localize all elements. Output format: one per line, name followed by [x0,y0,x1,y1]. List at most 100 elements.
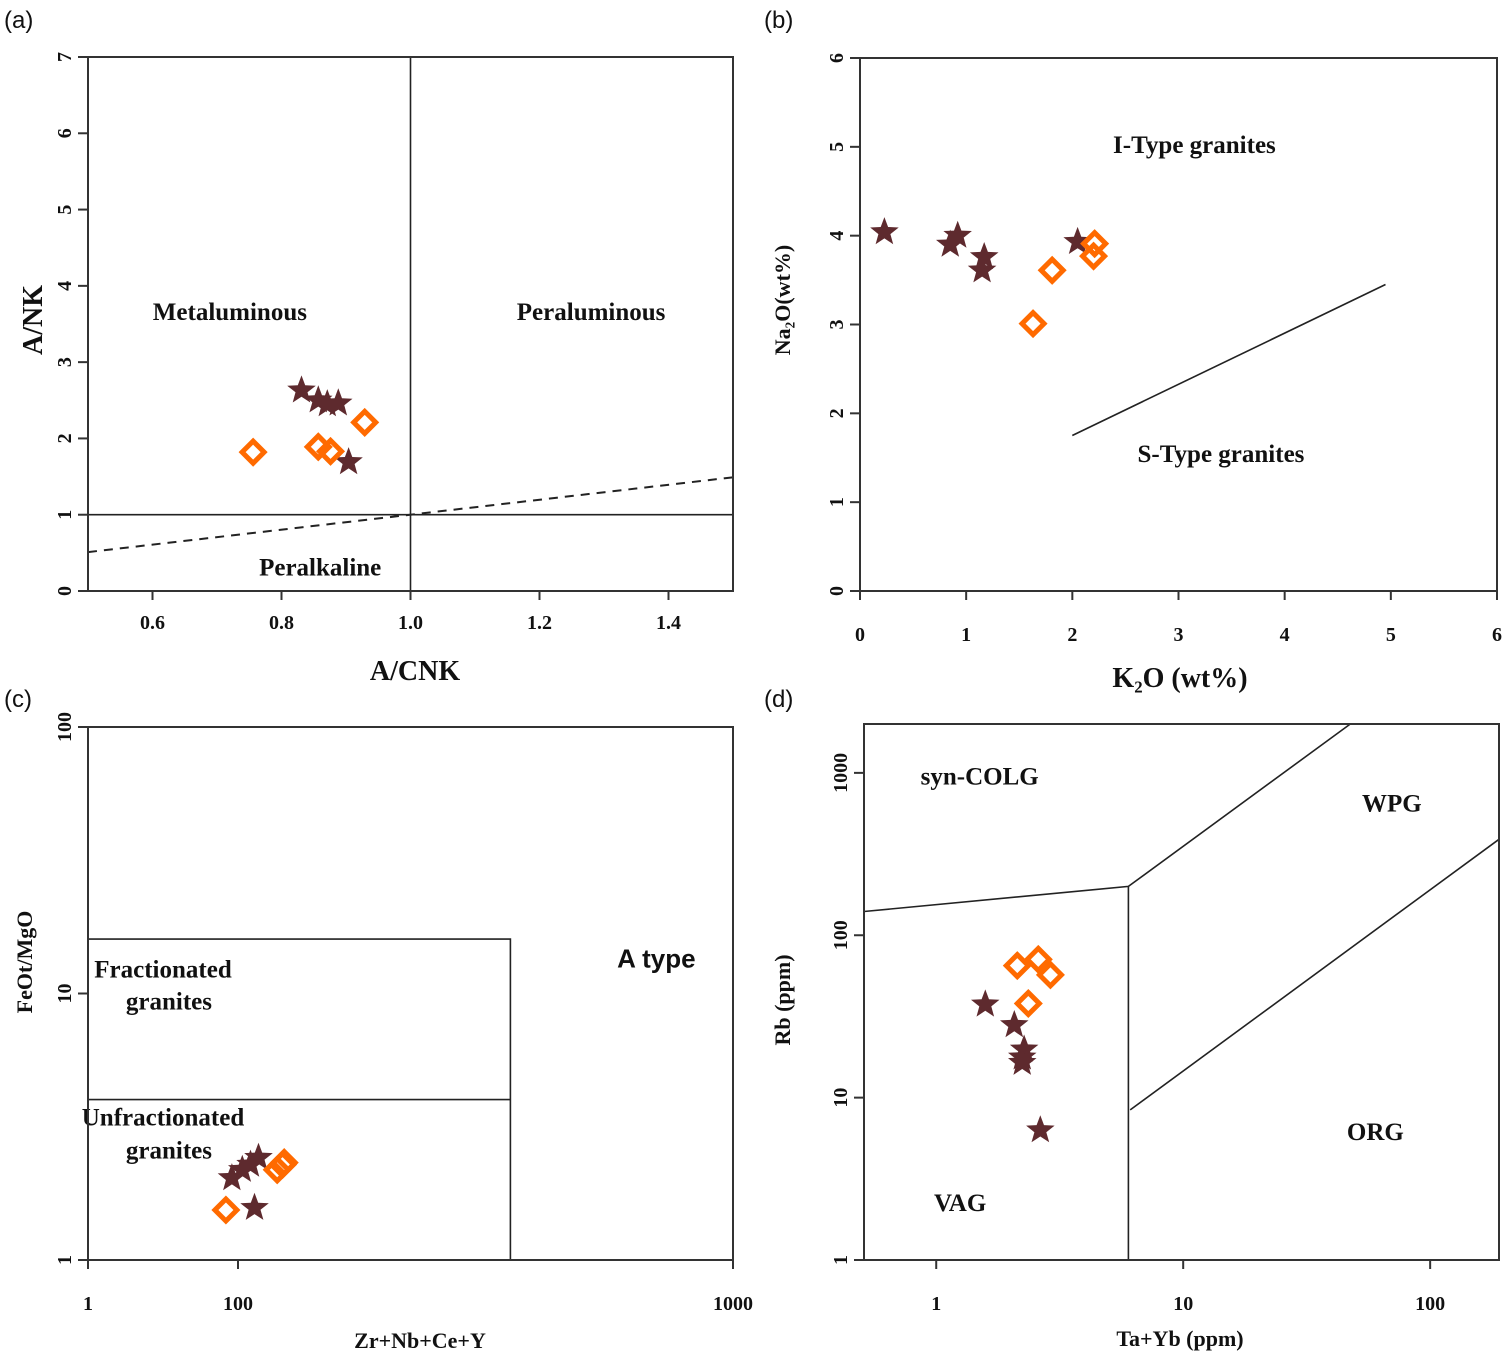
x-tick-label: 0 [855,624,865,646]
boundary-lines [1071,283,1386,437]
panel-c: (c) Fractionated granites Unfractionated gr… [4,686,753,1353]
region-label: Peraluminous [517,299,666,326]
y-tick-label: 2 [54,433,76,443]
boundary-lines [863,723,1500,1260]
x-tick-label: 3 [1174,624,1184,646]
x-axis-label: A/CNK [370,656,460,687]
y-tick-label: 6 [54,128,76,138]
panel-label: (a) [4,7,33,34]
panel-label: (c) [4,686,32,713]
star-marker [971,989,1000,1017]
star-marker [1026,1115,1055,1143]
diamond-marker [1002,951,1032,981]
panel-b: (b) I-Type granites S-Type granites 0 1 2 3 4… [764,7,1502,694]
region-labels: syn-COLG WPG VAG ORG [921,763,1422,1217]
region-label: ORG [1347,1119,1404,1146]
star-marker [1008,1047,1037,1075]
region-label: granites [126,1138,212,1165]
star-marker [1000,1010,1029,1038]
region-label: Fractionated [94,956,232,983]
x-tick-label: 1.4 [656,612,681,634]
x-tick-label: 2 [1067,624,1077,646]
data-marks [238,375,380,475]
data-marks [971,944,1065,1143]
diamond-marker [211,1195,241,1225]
star-marker [1063,226,1092,254]
x-tick-label: 0.8 [269,612,294,634]
x-tick-label: 1.0 [398,612,423,634]
y-tick-label: 5 [826,142,848,152]
x-tick-label: 1.2 [527,612,552,634]
y-tick-label: 10 [54,984,76,1004]
diamond-marker [1018,309,1048,339]
x-axis-label: Zr+Nb+Ce+Y [354,1328,486,1353]
y-tick-label: 4 [54,281,76,291]
diamond-marker [1013,988,1043,1019]
y-tick-label: 3 [826,320,848,330]
x-tick-label: 1 [961,624,971,646]
region-labels: I-Type granites S-Type granites [1113,132,1305,468]
region-label: Peralkaline [259,555,381,582]
star-marker [236,1149,265,1177]
diamond-marker [1079,241,1109,271]
region-label: WPG [1362,790,1422,817]
diamond-marker [1080,229,1110,259]
boundary-line [88,938,512,1260]
y-tick-label: 100 [830,920,852,950]
y-tick-label: 4 [826,231,848,241]
region-label: VAG [934,1190,986,1217]
y-tick-label: 7 [54,52,76,62]
diamond-marker [238,437,268,467]
axes: 1 100 1000 1 10 100 [54,712,753,1315]
y-axis-label: A/NK [18,285,49,355]
star-marker [967,255,997,283]
diamond-marker [315,436,346,466]
star-marker [244,1142,273,1170]
star-marker [240,1192,269,1220]
x-tick-label: 5 [1386,624,1396,646]
x-axis-label: Ta+Yb (ppm) [1116,1326,1243,1351]
y-tick-label: 100 [54,712,76,742]
y-axis-label: Rb (ppm) [770,954,795,1045]
diamond-marker [1035,960,1065,990]
y-tick-label: 0 [54,586,76,596]
axes: 0.6 0.8 1.0 1.2 1.4 0 1 2 3 4 5 6 7 [54,52,681,634]
diamond-marker [350,407,380,437]
y-axis-label: FeOt/MgO [12,911,37,1014]
y-tick-label: 1 [54,1255,76,1265]
y-tick-label: 5 [54,205,76,215]
x-tick-label: 1000 [713,1293,753,1315]
boundary-lines [87,57,734,591]
y-tick-label: 3 [54,357,76,367]
star-marker [936,229,965,257]
axes: 1 10 100 1 10 100 1000 [830,753,1445,1315]
y-tick-label: 2 [826,408,848,418]
star-marker [943,220,972,248]
region-label: S-Type granites [1138,441,1305,468]
x-tick-label: 6 [1492,624,1502,646]
star-marker [334,447,363,475]
star-marker [969,242,999,270]
y-tick-label: 1 [830,1255,852,1265]
star-marker [870,217,899,245]
x-tick-label: 100 [223,1293,253,1315]
y-tick-label: 0 [826,586,848,596]
y-tick-label: 10 [830,1088,852,1108]
boundary-lines [88,938,512,1260]
boundary-line [1129,838,1500,1111]
x-tick-label: 1 [931,1293,941,1315]
plot-frame [863,723,1500,1261]
star-marker [228,1154,257,1182]
x-tick-label: 10 [1173,1293,1193,1315]
boundary-line [1071,283,1386,437]
star-marker [304,385,333,413]
star-marker [287,375,316,403]
panel-label: (b) [764,7,793,34]
y-axis-label: Na₂O(wt%) [770,245,795,355]
data-marks [211,1142,299,1225]
x-axis-label: K₂O (wt%) [1112,663,1247,694]
axes: 0 1 2 3 4 5 6 0 1 2 3 4 5 6 [826,53,1502,646]
region-label: Unfractionated [82,1104,245,1131]
x-tick-label: 100 [1415,1293,1445,1315]
